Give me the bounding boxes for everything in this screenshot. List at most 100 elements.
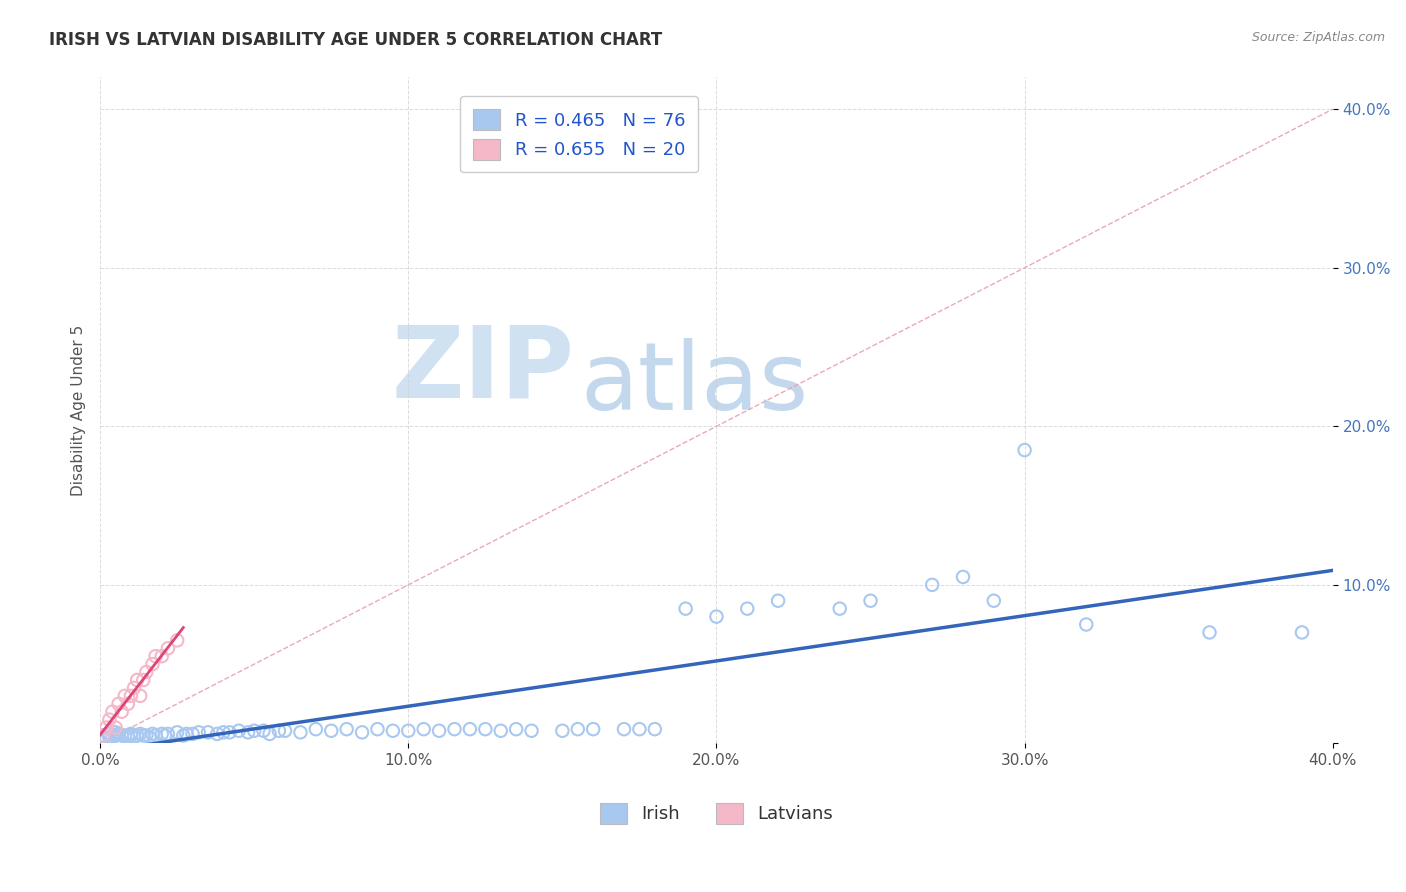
Irish bbox=[628, 722, 651, 736]
Irish bbox=[114, 729, 136, 743]
Irish bbox=[101, 730, 124, 744]
Latvians bbox=[114, 689, 136, 703]
Irish bbox=[859, 593, 882, 607]
Irish bbox=[197, 725, 219, 739]
Latvians bbox=[111, 705, 134, 719]
Latvians bbox=[91, 729, 114, 743]
Irish bbox=[117, 730, 139, 744]
Latvians bbox=[166, 633, 188, 648]
Y-axis label: Disability Age Under 5: Disability Age Under 5 bbox=[72, 325, 86, 496]
Latvians bbox=[104, 721, 127, 735]
Latvians bbox=[98, 713, 121, 727]
Irish bbox=[166, 725, 188, 739]
Irish bbox=[489, 723, 512, 738]
Irish bbox=[1014, 443, 1036, 458]
Text: Source: ZipAtlas.com: Source: ZipAtlas.com bbox=[1251, 31, 1385, 45]
Irish bbox=[218, 725, 240, 739]
Irish bbox=[98, 730, 121, 744]
Irish bbox=[551, 723, 574, 738]
Latvians bbox=[127, 673, 149, 687]
Irish bbox=[381, 723, 404, 738]
Latvians bbox=[145, 649, 167, 664]
Irish bbox=[107, 727, 129, 741]
Irish bbox=[706, 609, 728, 624]
Irish bbox=[104, 729, 127, 743]
Latvians bbox=[132, 673, 155, 687]
Irish bbox=[766, 593, 789, 607]
Irish bbox=[443, 722, 465, 736]
Irish bbox=[176, 727, 198, 741]
Irish bbox=[153, 729, 176, 743]
Irish bbox=[582, 722, 605, 736]
Latvians bbox=[120, 689, 142, 703]
Irish bbox=[1076, 617, 1098, 632]
Irish bbox=[181, 727, 204, 741]
Irish bbox=[212, 725, 235, 739]
Latvians bbox=[122, 681, 145, 695]
Irish bbox=[274, 723, 297, 738]
Irish bbox=[236, 725, 259, 739]
Irish bbox=[252, 723, 274, 738]
Text: ZIP: ZIP bbox=[392, 322, 575, 419]
Irish bbox=[458, 722, 481, 736]
Irish bbox=[145, 729, 167, 743]
Latvians bbox=[101, 705, 124, 719]
Irish bbox=[1291, 625, 1313, 640]
Irish bbox=[1198, 625, 1220, 640]
Irish bbox=[228, 723, 250, 738]
Irish bbox=[336, 722, 359, 736]
Irish bbox=[352, 725, 374, 739]
Irish bbox=[520, 723, 543, 738]
Latvians bbox=[150, 649, 173, 664]
Irish bbox=[207, 727, 229, 741]
Irish bbox=[267, 723, 290, 738]
Irish bbox=[172, 729, 194, 743]
Irish bbox=[921, 578, 943, 592]
Irish bbox=[141, 727, 163, 741]
Irish bbox=[675, 601, 697, 615]
Irish bbox=[396, 723, 419, 738]
Latvians bbox=[107, 697, 129, 711]
Irish bbox=[129, 727, 152, 741]
Irish bbox=[505, 722, 527, 736]
Irish bbox=[120, 727, 142, 741]
Irish bbox=[107, 731, 129, 746]
Irish bbox=[187, 725, 209, 739]
Irish bbox=[567, 722, 589, 736]
Irish bbox=[952, 570, 974, 584]
Irish bbox=[983, 593, 1005, 607]
Irish bbox=[828, 601, 851, 615]
Irish bbox=[644, 722, 666, 736]
Text: IRISH VS LATVIAN DISABILITY AGE UNDER 5 CORRELATION CHART: IRISH VS LATVIAN DISABILITY AGE UNDER 5 … bbox=[49, 31, 662, 49]
Latvians bbox=[156, 641, 179, 656]
Irish bbox=[120, 729, 142, 743]
Irish bbox=[321, 723, 343, 738]
Irish bbox=[98, 727, 121, 741]
Latvians bbox=[96, 721, 118, 735]
Irish bbox=[111, 729, 134, 743]
Irish bbox=[613, 722, 636, 736]
Irish bbox=[91, 729, 114, 743]
Legend: Irish, Latvians: Irish, Latvians bbox=[592, 796, 841, 831]
Irish bbox=[427, 723, 450, 738]
Irish bbox=[305, 722, 328, 736]
Latvians bbox=[135, 665, 157, 679]
Latvians bbox=[117, 697, 139, 711]
Irish bbox=[290, 725, 312, 739]
Latvians bbox=[141, 657, 163, 672]
Irish bbox=[735, 601, 758, 615]
Irish bbox=[243, 723, 266, 738]
Irish bbox=[259, 727, 281, 741]
Irish bbox=[366, 722, 388, 736]
Irish bbox=[135, 729, 157, 743]
Irish bbox=[156, 727, 179, 741]
Irish bbox=[132, 729, 155, 743]
Latvians bbox=[129, 689, 152, 703]
Text: atlas: atlas bbox=[581, 338, 808, 430]
Irish bbox=[127, 729, 149, 743]
Irish bbox=[96, 731, 118, 746]
Irish bbox=[104, 725, 127, 739]
Irish bbox=[138, 730, 160, 744]
Irish bbox=[150, 727, 173, 741]
Irish bbox=[412, 722, 434, 736]
